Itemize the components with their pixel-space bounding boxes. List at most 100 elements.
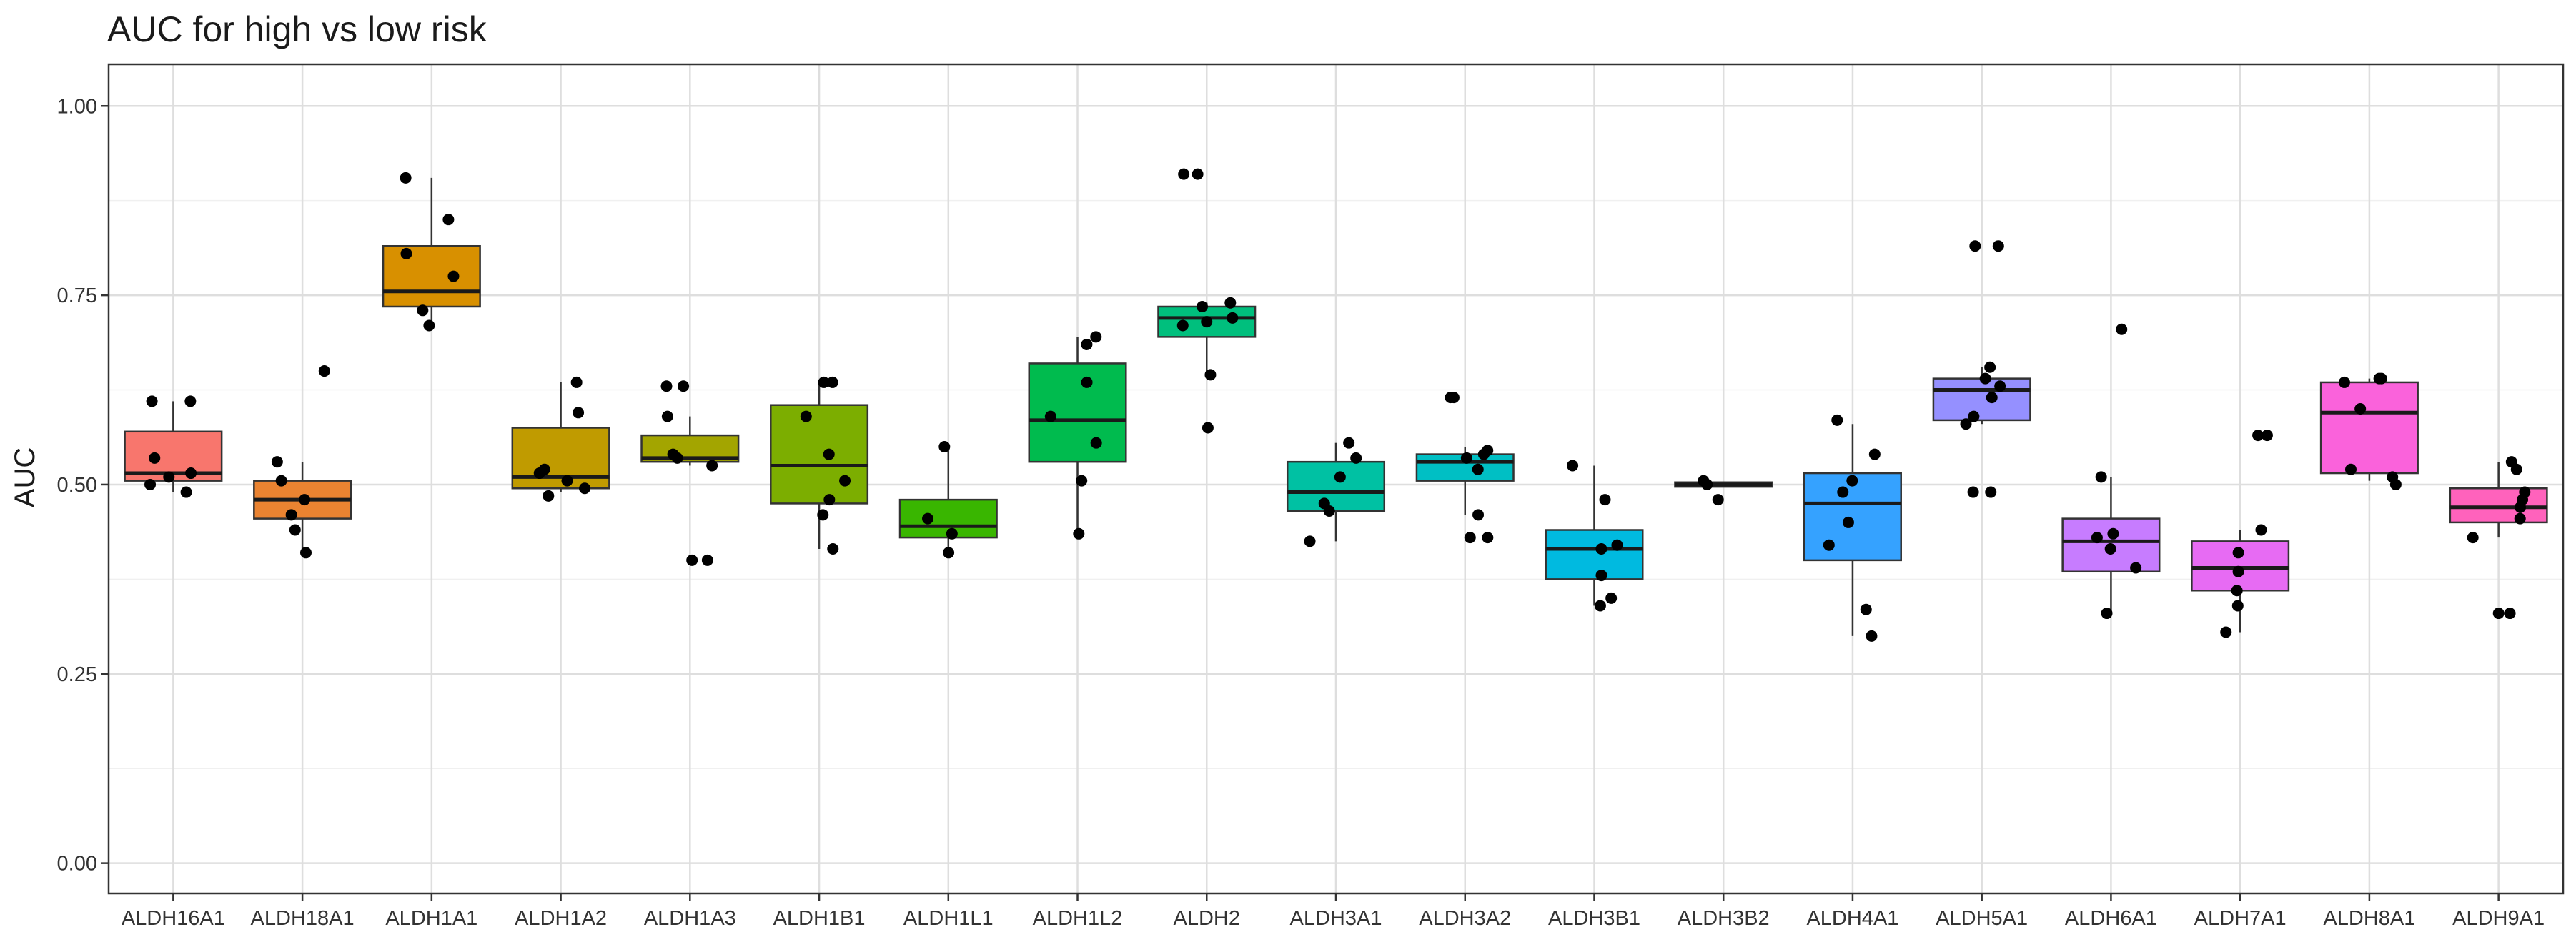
data-point xyxy=(2130,562,2142,574)
data-point xyxy=(1447,392,1460,404)
data-point xyxy=(1860,603,1872,615)
data-point xyxy=(570,376,583,388)
data-point xyxy=(2504,608,2516,620)
box-iqr xyxy=(1932,377,2031,422)
box-aldh1a2 xyxy=(511,382,610,492)
data-point xyxy=(1960,418,1972,430)
data-point xyxy=(823,494,836,506)
jitter-points xyxy=(144,168,2531,642)
data-point xyxy=(2261,430,2273,442)
data-point xyxy=(163,471,175,483)
data-point xyxy=(2375,372,2387,385)
data-point xyxy=(1224,297,1237,309)
y-tick-label: 0.00 xyxy=(57,853,97,876)
data-point xyxy=(823,448,835,460)
x-tick-label: ALDH1A1 xyxy=(385,907,477,930)
data-point xyxy=(144,478,157,490)
data-point xyxy=(1196,300,1208,312)
box-aldh18a1 xyxy=(253,462,352,553)
data-point xyxy=(800,410,812,422)
data-point xyxy=(1567,460,1579,472)
data-point xyxy=(1227,312,1239,324)
x-tick-label: ALDH3A1 xyxy=(1290,907,1382,930)
data-point xyxy=(938,440,951,452)
x-tick-label: ALDH3A2 xyxy=(1419,907,1511,930)
data-point xyxy=(2354,403,2367,415)
data-point xyxy=(1831,414,1843,426)
data-point xyxy=(2467,532,2479,544)
data-point xyxy=(2104,542,2116,555)
box-iqr xyxy=(511,427,610,490)
data-point xyxy=(1595,542,1607,555)
boxplot-series xyxy=(124,177,2548,636)
data-point xyxy=(417,304,429,317)
data-point xyxy=(185,467,197,480)
box-aldh7a1 xyxy=(2191,530,2290,633)
data-point xyxy=(1994,380,2006,392)
data-point xyxy=(1594,600,1606,612)
data-point xyxy=(400,172,412,184)
y-tick-label: 0.75 xyxy=(57,284,97,307)
x-tick-label: ALDH1L2 xyxy=(1033,907,1123,930)
data-point xyxy=(1967,486,1979,498)
data-point xyxy=(2231,600,2244,612)
x-tick-label: ALDH3B1 xyxy=(1548,907,1640,930)
data-point xyxy=(400,247,412,259)
y-tick-label: 1.00 xyxy=(57,95,97,118)
data-point xyxy=(299,494,311,506)
data-point xyxy=(1343,437,1355,449)
y-tick-label: 0.25 xyxy=(57,663,97,686)
data-point xyxy=(1698,475,1710,487)
data-point xyxy=(447,270,460,282)
x-tick-label: ALDH1A2 xyxy=(515,907,607,930)
box-aldh1b1 xyxy=(770,382,869,549)
data-point xyxy=(1482,532,1494,544)
data-point xyxy=(817,509,829,521)
data-point xyxy=(1090,437,1102,449)
data-point xyxy=(538,463,550,475)
box-iqr xyxy=(1545,529,1644,580)
data-point xyxy=(667,448,679,460)
data-point xyxy=(1611,539,1623,551)
data-point xyxy=(2220,626,2232,638)
box-iqr xyxy=(382,244,481,308)
data-point xyxy=(2505,456,2517,468)
data-point xyxy=(1595,570,1607,582)
box-iqr xyxy=(1028,362,1127,463)
data-point xyxy=(1176,319,1189,332)
data-point xyxy=(706,460,718,472)
x-tick-label: ALDH1L1 xyxy=(903,907,994,930)
chart-title: AUC for high vs low risk xyxy=(107,9,487,49)
data-point xyxy=(1081,376,1093,388)
data-point xyxy=(2107,527,2119,540)
data-point xyxy=(1823,539,1835,551)
y-axis-label: AUC xyxy=(9,447,41,507)
data-point xyxy=(1304,535,1316,547)
data-point xyxy=(2387,471,2399,483)
data-point xyxy=(423,319,435,332)
x-tick-label: ALDH1A3 xyxy=(644,907,736,930)
data-point xyxy=(1846,475,1858,487)
data-point xyxy=(1472,463,1484,475)
x-tick-label: ALDH9A1 xyxy=(2452,907,2545,930)
data-point xyxy=(1081,338,1093,350)
data-point xyxy=(275,475,287,487)
data-point xyxy=(943,547,955,559)
box-aldh16a1 xyxy=(124,401,223,492)
data-point xyxy=(1201,316,1213,328)
box-aldh5a1 xyxy=(1932,367,2031,425)
x-axis-ticks: ALDH16A1 ALDH18A1 ALDH1A1 ALDH1A2 ALDH1A3 ALD… xyxy=(122,893,2545,930)
data-point xyxy=(184,395,197,407)
data-point xyxy=(579,482,591,495)
data-point xyxy=(2095,471,2107,483)
data-point xyxy=(818,376,830,388)
data-point xyxy=(827,542,839,555)
data-point xyxy=(661,410,673,422)
box-aldh2 xyxy=(1157,302,1257,375)
data-point xyxy=(1073,527,1085,540)
data-point xyxy=(678,380,690,392)
y-tick-label: 0.50 xyxy=(57,474,97,497)
data-point xyxy=(561,475,573,487)
x-tick-label: ALDH4A1 xyxy=(1806,907,1898,930)
